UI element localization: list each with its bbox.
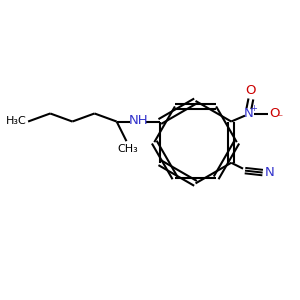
- Text: H₃C: H₃C: [5, 116, 26, 126]
- Text: +: +: [250, 104, 257, 113]
- Text: O: O: [269, 107, 280, 120]
- Text: N: N: [265, 166, 275, 179]
- Text: CH₃: CH₃: [117, 144, 138, 154]
- Text: O: O: [246, 84, 256, 97]
- Text: NH: NH: [128, 114, 148, 127]
- Text: N: N: [244, 107, 254, 120]
- Text: ⁻: ⁻: [278, 114, 283, 124]
